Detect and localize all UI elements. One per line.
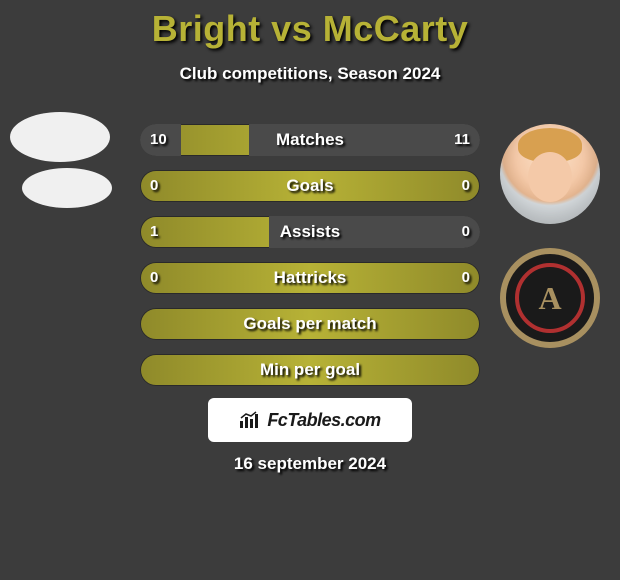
stat-row-assists: 1 Assists 0	[140, 216, 480, 248]
stat-row-goals-per-match: Goals per match	[140, 308, 480, 340]
stats-container: 10 Matches 11 0 Goals 0 1 Assists 0 0 Ha…	[140, 124, 480, 400]
avatar-face	[528, 152, 572, 202]
stat-value-right: 0	[462, 170, 470, 202]
stat-value-right: 0	[462, 216, 470, 248]
stat-label: Hattricks	[140, 262, 480, 294]
source-link-label: FcTables.com	[267, 410, 380, 431]
stat-value-right: 11	[454, 124, 470, 156]
stat-label: Assists	[140, 216, 480, 248]
club-badge-ring: A	[515, 263, 585, 333]
stat-label: Matches	[140, 124, 480, 156]
page-title: Bright vs McCarty	[0, 0, 620, 50]
stat-row-min-per-goal: Min per goal	[140, 354, 480, 386]
stat-label: Min per goal	[140, 354, 480, 386]
footer-date: 16 september 2024	[0, 454, 620, 474]
stat-row-hattricks: 0 Hattricks 0	[140, 262, 480, 294]
player-right-avatar	[500, 124, 600, 224]
chart-icon	[239, 411, 261, 429]
subtitle: Club competitions, Season 2024	[0, 64, 620, 84]
source-link[interactable]: FcTables.com	[208, 398, 412, 442]
stat-label: Goals	[140, 170, 480, 202]
club-badge: A	[500, 248, 600, 348]
stat-row-goals: 0 Goals 0	[140, 170, 480, 202]
stat-value-right: 0	[462, 262, 470, 294]
stat-row-matches: 10 Matches 11	[140, 124, 480, 156]
player-left-avatar-placeholder-1	[10, 112, 110, 162]
player-left-avatar-placeholder-2	[22, 168, 112, 208]
stat-label: Goals per match	[140, 308, 480, 340]
club-badge-letter: A	[538, 280, 561, 317]
